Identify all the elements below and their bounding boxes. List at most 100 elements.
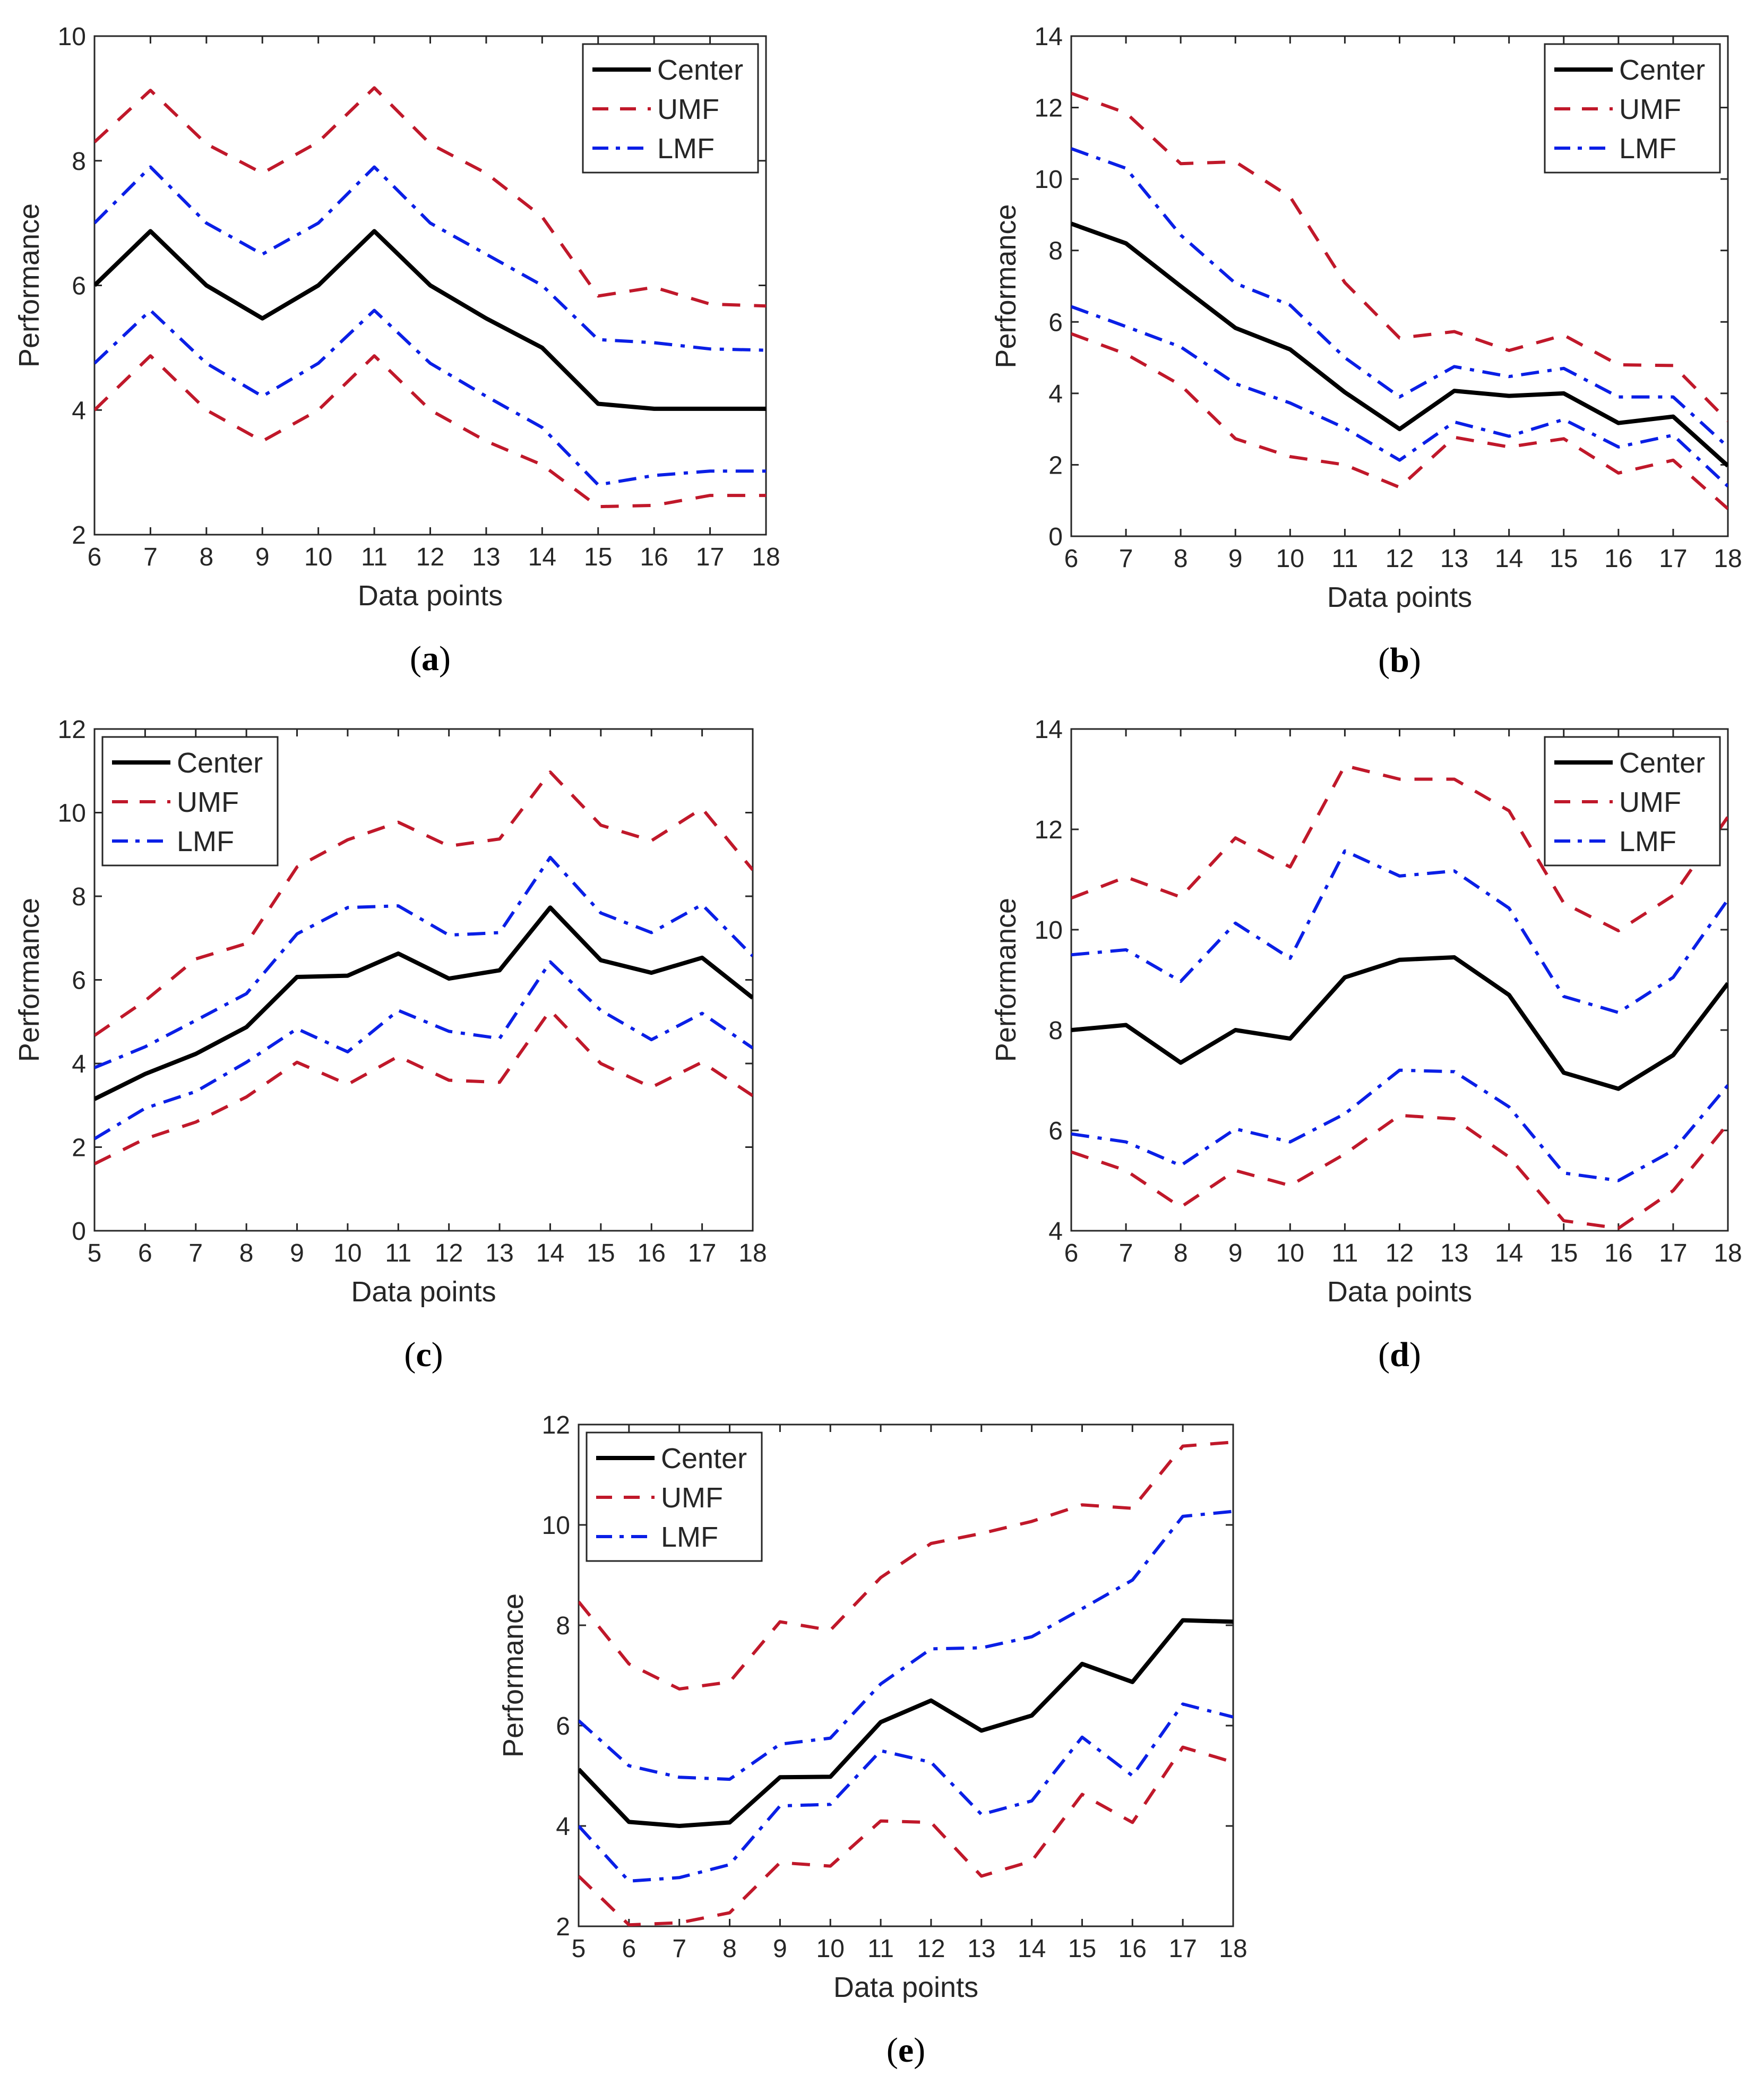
y-tick-label: 2 xyxy=(72,1134,86,1162)
x-tick-label: 18 xyxy=(752,543,780,571)
chart-panel-b: 6 7 8 9 10 11 12 13 14 15 16 17 18 0 2 4 6 8 10 12 14 Data po… xyxy=(990,23,1742,680)
legend-box xyxy=(101,736,279,867)
y-tick-label: 12 xyxy=(1035,95,1063,123)
x-tick-label: 15 xyxy=(587,1239,615,1267)
x-tick-label: 14 xyxy=(1495,545,1523,573)
legend-label-center: Center xyxy=(1619,747,1705,779)
legend-box xyxy=(582,43,759,174)
series-line-lmf-2 xyxy=(1071,147,1728,449)
panel-caption: (b) xyxy=(1378,641,1421,680)
y-tick-label: 6 xyxy=(72,272,86,301)
series-line-umf-4 xyxy=(579,1745,1233,1926)
x-tick-label: 9 xyxy=(290,1239,304,1267)
legend-box xyxy=(1544,736,1721,867)
caption-paren-close: ) xyxy=(432,1335,443,1374)
x-tick-label: 16 xyxy=(1604,1239,1632,1267)
y-tick-label: 8 xyxy=(1048,237,1063,265)
x-tick-label: 18 xyxy=(1219,1935,1247,1963)
x-tick-label: 12 xyxy=(416,543,444,571)
x-axis-label: Data points xyxy=(1327,581,1472,613)
x-tick-label: 17 xyxy=(1659,545,1687,573)
caption-letter: c xyxy=(416,1335,431,1374)
y-tick-label: 12 xyxy=(1035,816,1063,844)
x-axis-label: Data points xyxy=(351,1276,496,1308)
x-tick-label: 15 xyxy=(1550,1239,1578,1267)
series-line-center-0 xyxy=(579,1618,1233,1828)
x-tick-label: 14 xyxy=(528,543,556,571)
legend-label-lmf: LMF xyxy=(657,133,715,165)
x-tick-label: 10 xyxy=(816,1935,845,1963)
x-axis-label: Data points xyxy=(833,1971,978,2003)
caption-paren-open: ( xyxy=(410,639,421,678)
series-line-center-0 xyxy=(94,229,766,411)
y-tick-label: 0 xyxy=(72,1217,86,1246)
legend-label-umf: UMF xyxy=(661,1482,723,1514)
x-tick-label: 14 xyxy=(1495,1239,1523,1267)
x-tick-label: 6 xyxy=(1064,1239,1079,1267)
caption-paren-close: ) xyxy=(1409,1335,1421,1374)
x-tick-label: 18 xyxy=(1714,1239,1742,1267)
x-tick-label: 18 xyxy=(738,1239,767,1267)
x-tick-label: 10 xyxy=(304,543,332,571)
x-tick-label: 11 xyxy=(867,1935,894,1963)
caption-paren-open: ( xyxy=(887,2031,898,2070)
legend-label-lmf: LMF xyxy=(1619,826,1676,857)
x-tick-label: 9 xyxy=(1228,545,1243,573)
x-tick-label: 8 xyxy=(1174,1239,1188,1267)
legend-box xyxy=(1544,43,1721,174)
series-line-lmf-3 xyxy=(94,308,766,487)
y-tick-label: 6 xyxy=(1048,1117,1063,1145)
x-tick-label: 7 xyxy=(672,1935,686,1963)
x-tick-label: 17 xyxy=(1659,1239,1687,1267)
caption-paren-close: ) xyxy=(439,639,451,678)
y-tick-label: 8 xyxy=(556,1612,570,1640)
y-tick-label: 12 xyxy=(58,716,86,744)
x-tick-label: 16 xyxy=(638,1239,666,1267)
series-group xyxy=(579,1440,1233,1926)
panel-caption: (c) xyxy=(404,1335,443,1374)
legend-label-umf: UMF xyxy=(177,786,239,818)
series-line-lmf-3 xyxy=(579,1702,1233,1883)
legend: Center UMF LMF xyxy=(586,1431,763,1562)
panel-caption: (a) xyxy=(410,639,451,678)
y-tick-label: 4 xyxy=(556,1813,570,1841)
y-axis-label: Performance xyxy=(990,898,1022,1062)
series-line-center-0 xyxy=(1071,221,1728,468)
caption-paren-open: ( xyxy=(1378,641,1390,680)
y-tick-label: 4 xyxy=(72,397,86,425)
y-tick-label: 14 xyxy=(1035,716,1063,744)
x-tick-label: 10 xyxy=(333,1239,362,1267)
y-tick-label: 10 xyxy=(1035,916,1063,945)
x-tick-label: 10 xyxy=(1276,545,1304,573)
y-tick-label: 6 xyxy=(1048,308,1063,337)
series-line-lmf-2 xyxy=(94,165,766,352)
y-tick-label: 2 xyxy=(556,1913,570,1941)
x-tick-label: 9 xyxy=(773,1935,787,1963)
series-line-umf-4 xyxy=(1071,332,1728,510)
legend: Center UMF LMF xyxy=(1544,736,1721,867)
x-tick-label: 7 xyxy=(143,543,158,571)
y-tick-label: 14 xyxy=(1035,23,1063,51)
x-tick-label: 15 xyxy=(1550,545,1578,573)
legend-label-umf: UMF xyxy=(1619,786,1681,818)
x-tick-label: 6 xyxy=(622,1935,636,1963)
legend-box xyxy=(586,1431,763,1562)
caption-paren-close: ) xyxy=(914,2031,925,2070)
x-tick-label: 13 xyxy=(967,1935,995,1963)
x-tick-label: 15 xyxy=(584,543,612,571)
x-tick-label: 10 xyxy=(1276,1239,1304,1267)
y-tick-label: 4 xyxy=(1048,1217,1063,1246)
x-tick-label: 11 xyxy=(361,543,388,571)
series-line-lmf-2 xyxy=(94,855,753,1069)
x-tick-label: 7 xyxy=(1119,1239,1133,1267)
series-group xyxy=(94,86,766,509)
x-tick-label: 14 xyxy=(1018,1935,1046,1963)
caption-paren-close: ) xyxy=(1409,641,1421,680)
x-tick-label: 8 xyxy=(1174,545,1188,573)
x-tick-label: 9 xyxy=(1228,1239,1243,1267)
panel-caption: (d) xyxy=(1378,1335,1421,1374)
x-tick-label: 9 xyxy=(255,543,270,571)
caption-paren-open: ( xyxy=(1378,1335,1390,1374)
